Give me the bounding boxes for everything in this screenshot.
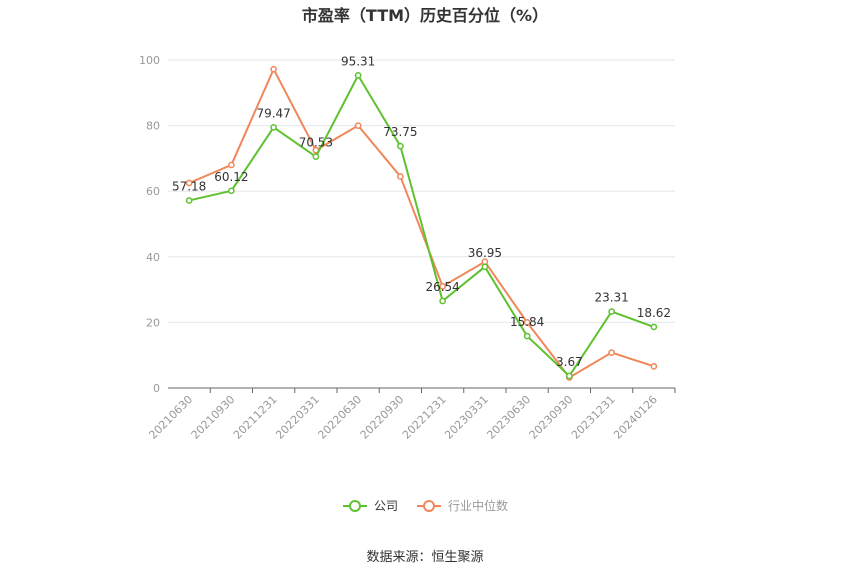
legend-label: 公司 xyxy=(373,499,398,513)
legend-swatch xyxy=(342,499,367,512)
data-point xyxy=(228,161,235,169)
data-point xyxy=(650,323,658,331)
source-note: 数据来源：恒生聚源 xyxy=(366,550,484,565)
data-label: 36.95 xyxy=(468,246,502,260)
chart-title: 市盈率（TTM）历史百分位（%） xyxy=(301,6,549,25)
y-tick-label: 0 xyxy=(153,382,160,395)
data-point xyxy=(608,349,615,356)
series-line xyxy=(188,74,655,377)
grid-lines xyxy=(168,59,675,323)
data-label: 70.53 xyxy=(299,136,333,150)
data-point xyxy=(185,197,193,204)
data-point xyxy=(312,153,320,161)
data-point xyxy=(523,332,531,340)
data-point xyxy=(270,65,277,73)
data-point xyxy=(439,282,446,290)
x-tick-label: 20220630 xyxy=(315,393,364,442)
x-tick-label: 20231231 xyxy=(569,393,618,442)
x-tick-label: 20210930 xyxy=(189,393,238,442)
legend: 公司 行业中位数 xyxy=(0,497,850,514)
data-label: 26.54 xyxy=(425,280,459,294)
data-point xyxy=(523,319,531,326)
data-point xyxy=(270,123,277,131)
y-tick-label: 20 xyxy=(146,316,160,329)
data-label: 60.12 xyxy=(214,170,248,184)
data-label: 57.18 xyxy=(172,179,206,193)
data-point xyxy=(354,122,362,129)
data-point xyxy=(185,179,193,187)
data-label: 23.31 xyxy=(594,291,628,305)
data-point xyxy=(608,308,615,315)
legend-item[interactable]: 公司 xyxy=(342,497,398,514)
data-point xyxy=(397,142,404,150)
axes: 0204060801002021063020210930202112312022… xyxy=(139,54,676,442)
data-point xyxy=(566,372,573,380)
series-lines xyxy=(185,65,658,381)
series-line xyxy=(188,68,655,379)
data-point xyxy=(481,263,489,271)
data-point xyxy=(228,187,235,195)
data-point xyxy=(439,297,446,305)
x-tick-label: 20230331 xyxy=(442,393,491,442)
data-label: 79.47 xyxy=(256,106,290,120)
x-tick-label: 20240126 xyxy=(611,393,660,442)
legend-label: 行业中位数 xyxy=(448,499,509,513)
data-label: 73.75 xyxy=(383,125,417,139)
legend-swatch xyxy=(417,499,441,512)
data-label: 95.31 xyxy=(341,54,375,68)
x-tick-label: 20221231 xyxy=(400,393,449,442)
y-tick-label: 100 xyxy=(139,54,160,67)
y-tick-label: 80 xyxy=(146,120,160,133)
data-point xyxy=(650,363,658,370)
x-tick-label: 20211231 xyxy=(231,393,280,442)
data-labels: 57.18 60.12 79.47 70.53 95.31 73.75 26.54 36.95… xyxy=(172,54,671,369)
legend-item[interactable]: 行业中位数 xyxy=(416,497,508,514)
data-point xyxy=(354,72,362,79)
data-label: 18.62 xyxy=(637,306,671,320)
x-tick-label: 20220331 xyxy=(273,393,322,442)
data-label: 3.67 xyxy=(556,355,583,369)
x-tick-label: 20230930 xyxy=(527,393,576,442)
x-tick-label: 20220930 xyxy=(358,393,407,442)
x-tick-label: 20210630 xyxy=(146,393,195,442)
y-tick-label: 60 xyxy=(146,185,160,198)
y-tick-label: 40 xyxy=(146,251,160,264)
x-tick-label: 20230630 xyxy=(484,393,533,442)
data-point xyxy=(397,173,404,180)
data-label: 15.84 xyxy=(510,315,544,329)
